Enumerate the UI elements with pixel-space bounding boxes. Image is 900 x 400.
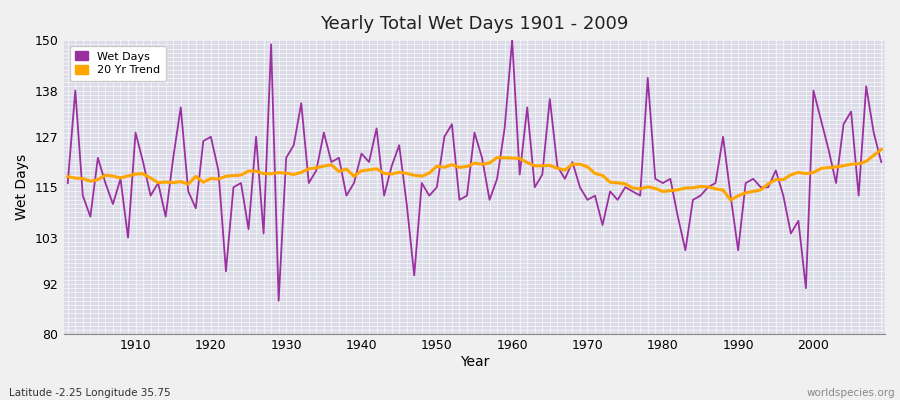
Text: worldspecies.org: worldspecies.org: [807, 388, 896, 398]
X-axis label: Year: Year: [460, 355, 490, 369]
Title: Yearly Total Wet Days 1901 - 2009: Yearly Total Wet Days 1901 - 2009: [320, 15, 629, 33]
Y-axis label: Wet Days: Wet Days: [15, 154, 29, 220]
Legend: Wet Days, 20 Yr Trend: Wet Days, 20 Yr Trend: [69, 46, 166, 81]
Text: Latitude -2.25 Longitude 35.75: Latitude -2.25 Longitude 35.75: [9, 388, 171, 398]
